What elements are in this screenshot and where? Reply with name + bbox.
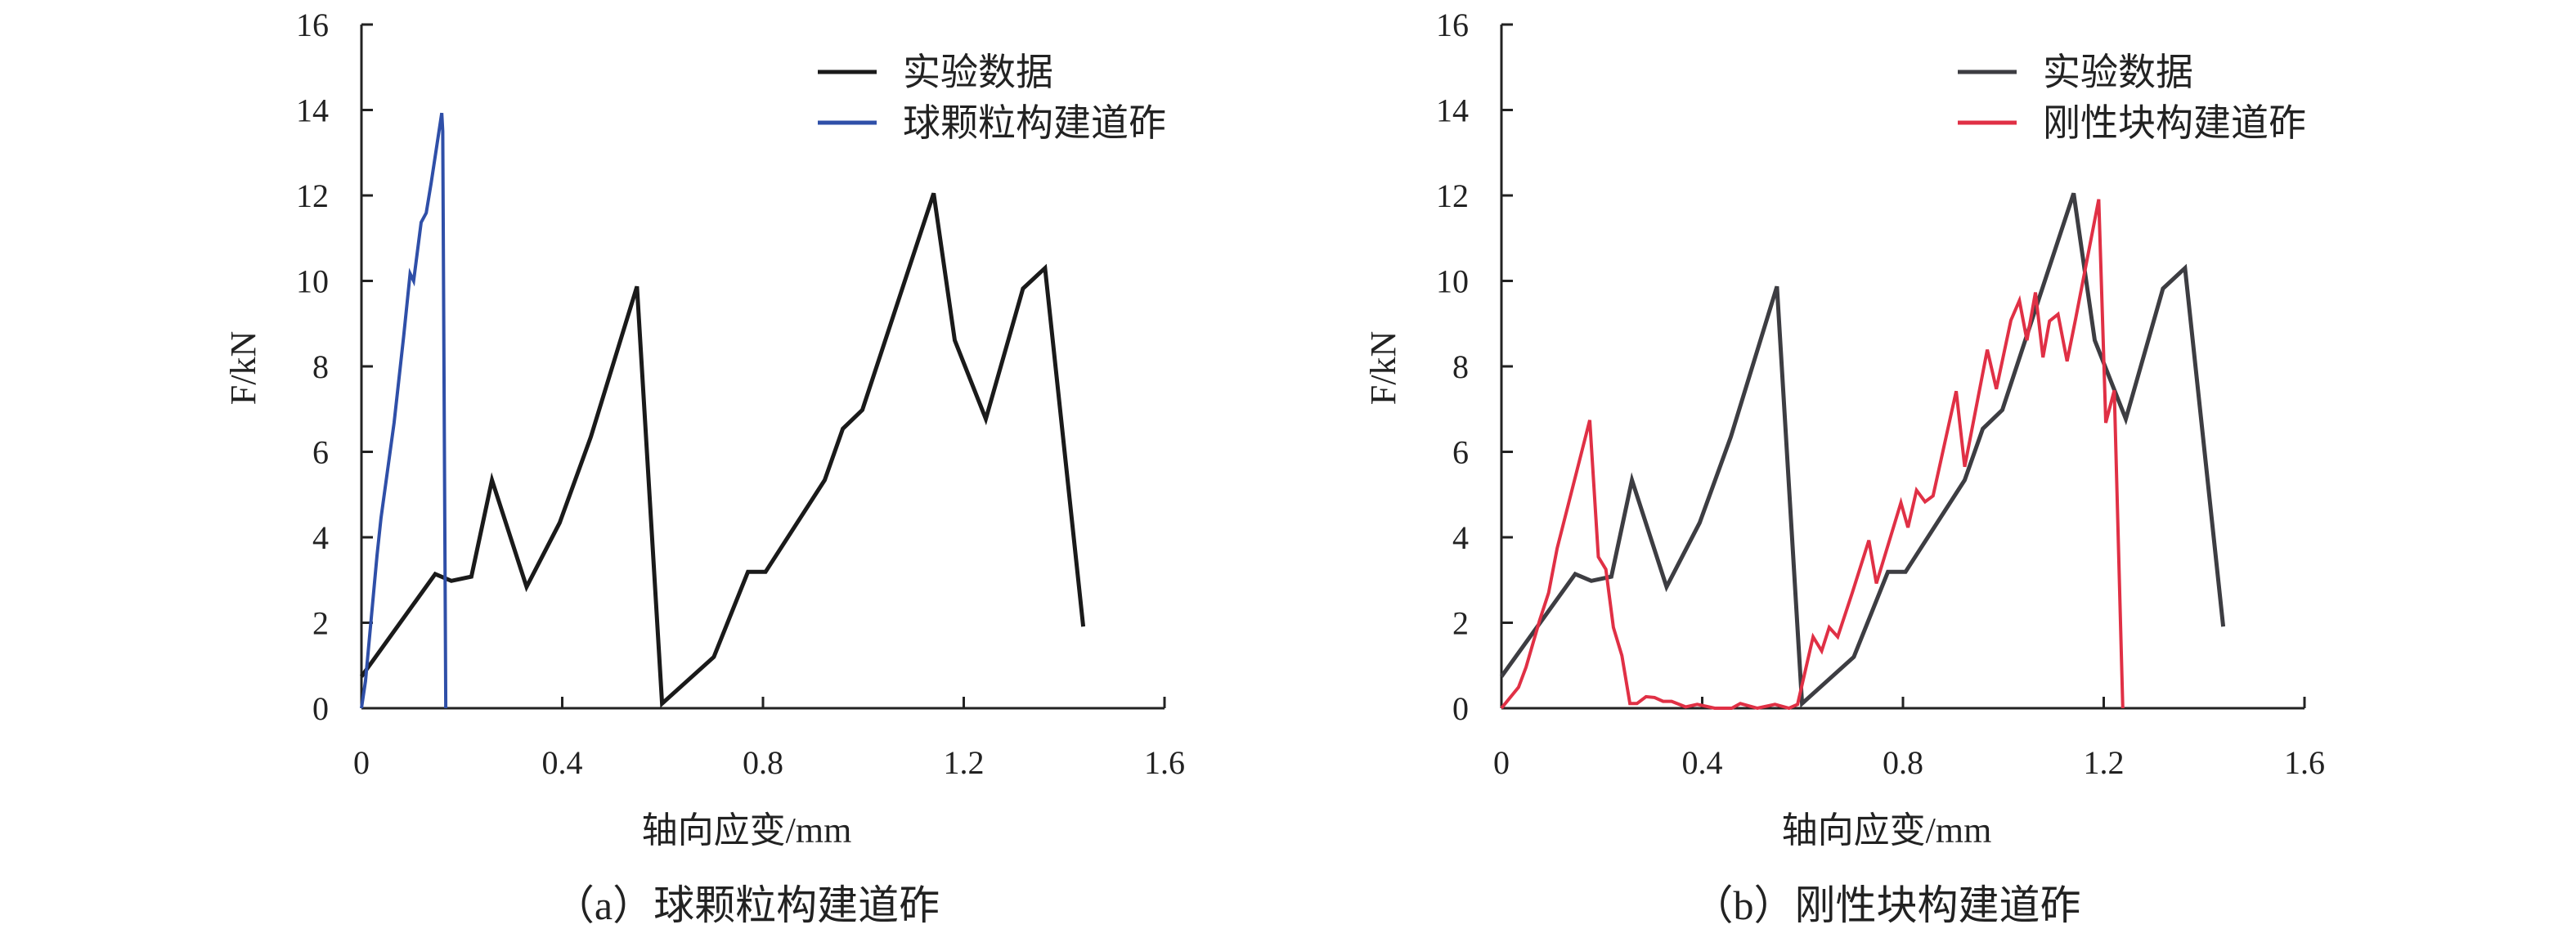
legend-label: 刚性块构建道砟 xyxy=(2043,102,2306,144)
y-tick-label: 8 xyxy=(1452,348,1469,385)
y-tick-label: 8 xyxy=(312,348,329,385)
y-tick-label: 16 xyxy=(1436,7,1469,43)
series-line-2 xyxy=(360,112,448,709)
y-tick-label: 6 xyxy=(312,434,329,471)
y-tick-label: 14 xyxy=(296,92,329,129)
y-tick-label: 6 xyxy=(1452,434,1469,471)
legend-label: 实验数据 xyxy=(903,52,1053,93)
y-tick-label: 10 xyxy=(1436,263,1469,300)
legend-label: 实验数据 xyxy=(2043,52,2193,93)
series-line-1 xyxy=(359,192,1086,708)
y-tick-label: 12 xyxy=(1436,177,1469,214)
y-tick-label: 0 xyxy=(1452,690,1469,727)
x-tick-label: 1.2 xyxy=(2084,744,2125,781)
x-tick-label: 0.8 xyxy=(743,744,783,781)
y-tick-label: 12 xyxy=(296,177,329,214)
figure-caption: （a）球颗粒构建道砟 xyxy=(554,882,940,928)
x-tick-label: 1.2 xyxy=(944,744,985,781)
series-line-2 xyxy=(1500,199,2125,711)
x-axis-title: 轴向应变/mm xyxy=(642,810,852,851)
x-tick-label: 0 xyxy=(353,744,370,781)
x-axis-title: 轴向应变/mm xyxy=(1782,810,1992,851)
y-tick-label: 14 xyxy=(1436,92,1469,129)
y-tick-label: 4 xyxy=(312,519,329,556)
y-tick-label: 2 xyxy=(312,605,329,642)
x-tick-label: 0.4 xyxy=(542,744,583,781)
y-tick-label: 10 xyxy=(296,263,329,300)
series-line-1 xyxy=(1499,192,2226,708)
y-tick-label: 2 xyxy=(1452,605,1469,642)
chart-panel-1: 0 0.4 0.8 1.2 1.6 0 2 4 6 8 10 12 14 16 F/kN 轴向应变/mm （a）… xyxy=(223,7,1185,928)
x-tick-label: 0 xyxy=(1493,744,1510,781)
figure-caption: （b）刚性块构建道砟 xyxy=(1693,882,2081,928)
y-tick-label: 16 xyxy=(296,7,329,43)
x-tick-label: 1.6 xyxy=(2284,744,2325,781)
y-tick-label: 4 xyxy=(1452,519,1469,556)
legend-label: 球颗粒构建道砟 xyxy=(903,102,1166,144)
x-tick-label: 0.8 xyxy=(1883,744,1923,781)
y-tick-label: 0 xyxy=(312,690,329,727)
x-tick-label: 1.6 xyxy=(1144,744,1185,781)
y-axis-title: F/kN xyxy=(1363,331,1403,405)
chart-panel-2: 0 0.4 0.8 1.2 1.6 0 2 4 6 8 10 12 14 16 F/kN 轴向应变/mm （b）… xyxy=(1363,7,2325,928)
x-tick-label: 0.4 xyxy=(1682,744,1723,781)
y-axis-title: F/kN xyxy=(223,331,263,405)
